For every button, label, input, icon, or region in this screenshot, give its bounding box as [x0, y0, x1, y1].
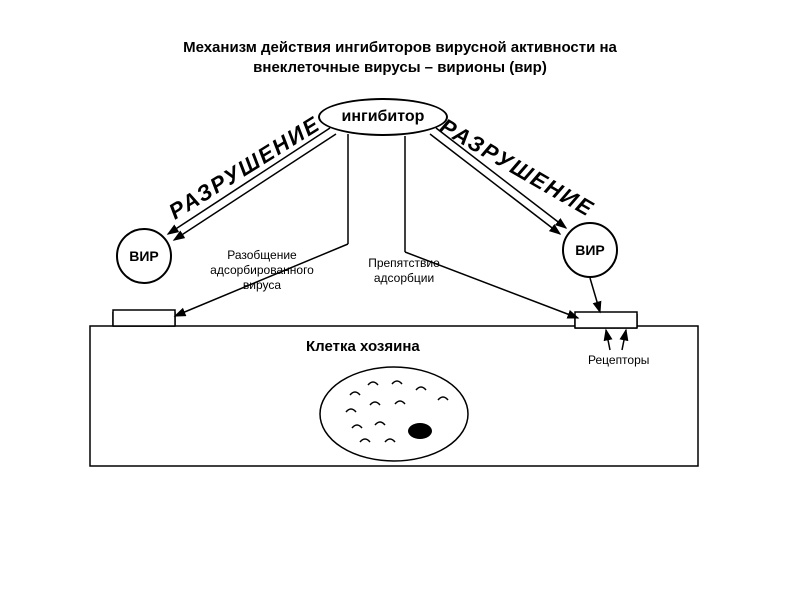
title-line2: внеклеточные вирусы – вирионы (вир) — [253, 59, 547, 76]
obstruction-text: Препятствие адсорбции — [354, 256, 454, 286]
diagram-svg — [0, 0, 800, 600]
cell-label: Клетка хозяина — [306, 338, 420, 355]
vir-right-node: ВИР — [562, 222, 618, 278]
vir-right-label: ВИР — [575, 242, 605, 258]
inhibitor-label: ингибитор — [342, 108, 425, 126]
inhibitor-node: ингибитор — [318, 98, 448, 136]
vir-left-node: ВИР — [116, 228, 172, 284]
vir-left-label: ВИР — [129, 248, 159, 264]
destroy-left-label: РАЗРУШЕНИЕ — [164, 111, 325, 225]
destroy-right-label: РАЗРУШЕНИЕ — [435, 113, 599, 222]
title-line1: Механизм действия ингибиторов вирусной а… — [183, 39, 617, 56]
receptors-label: Рецепторы — [588, 353, 649, 367]
diagram-title: Механизм действия ингибиторов вирусной а… — [0, 38, 800, 77]
dissociation-text: Разобщение адсорбированного вируса — [202, 248, 322, 293]
